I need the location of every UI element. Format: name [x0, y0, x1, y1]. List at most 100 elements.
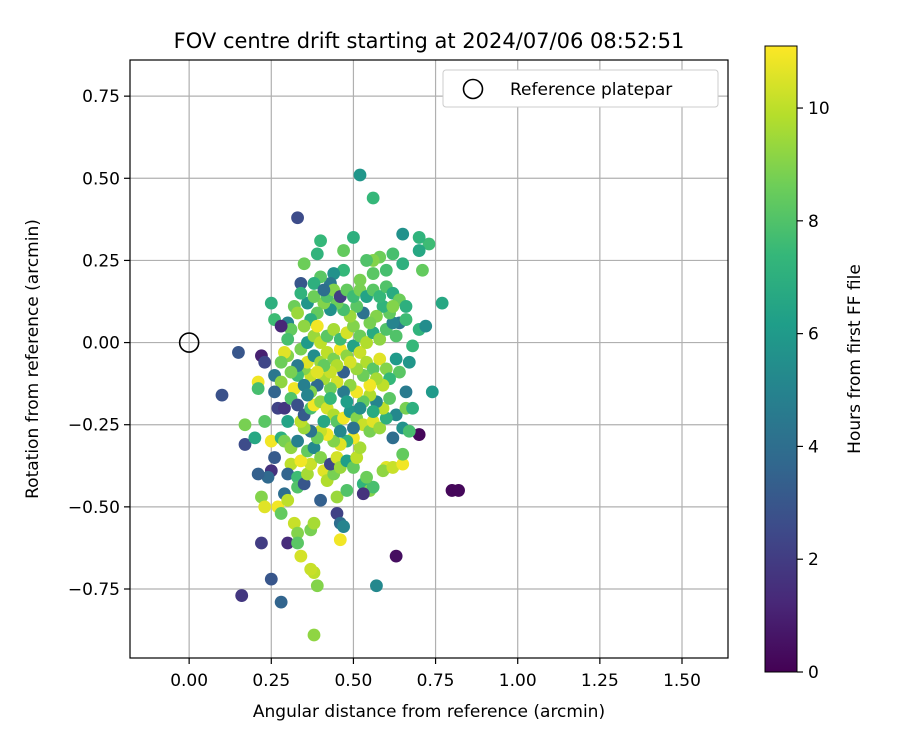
scatter-point: [268, 451, 281, 464]
colorbar-tick-label: 10: [808, 99, 830, 119]
scatter-point: [330, 507, 344, 520]
scatter-point: [402, 424, 416, 438]
scatter-point: [281, 493, 295, 507]
scatter-point: [383, 392, 396, 405]
y-tick-label: −0.50: [68, 498, 120, 518]
scatter-point: [307, 290, 321, 303]
scatter-point: [307, 441, 321, 455]
scatter-point: [278, 401, 291, 415]
scatter-point: [363, 424, 377, 438]
scatter-point: [353, 346, 367, 359]
scatter-point: [258, 415, 272, 428]
scatter-point: [396, 447, 410, 461]
scatter-point: [281, 536, 295, 550]
scatter-point: [350, 300, 364, 313]
scatter-point: [238, 418, 252, 432]
scatter-point: [301, 388, 314, 402]
scatter-point: [287, 516, 301, 530]
scatter-point: [255, 490, 268, 504]
scatter-point: [412, 428, 426, 441]
scatter-point: [399, 300, 413, 313]
scatter-point: [291, 526, 304, 540]
scatter-point: [386, 431, 400, 445]
scatter-point: [419, 319, 433, 333]
scatter-point: [314, 493, 327, 507]
reference-platepar-marker: [178, 332, 200, 353]
scatter-point: [294, 454, 308, 468]
scatter-point: [274, 595, 288, 609]
scatter-point: [297, 319, 311, 333]
scatter-point: [278, 346, 291, 359]
scatter-point: [291, 434, 304, 448]
colorbar-gradient: [764, 45, 798, 673]
scatter-point: [337, 385, 350, 399]
scatter-point: [281, 332, 295, 346]
scatter-point: [238, 438, 252, 451]
y-tick-label: 0.00: [82, 334, 120, 354]
scatter-point: [301, 467, 314, 481]
scatter-point: [324, 392, 337, 405]
colorbar-tick-label: 6: [808, 325, 819, 345]
scatter-point: [314, 234, 327, 248]
scatter-point: [337, 520, 350, 533]
legend-box: [442, 69, 719, 108]
scatter-point: [406, 401, 419, 415]
scatter-point: [337, 244, 350, 257]
scatter-point: [373, 332, 387, 346]
scatter-point: [376, 464, 390, 478]
scatter-point: [291, 211, 304, 225]
scatter-point: [324, 382, 337, 395]
scatter-point: [402, 355, 416, 369]
scatter-point: [379, 362, 393, 376]
scatter-point: [297, 378, 311, 392]
scatter-point: [396, 457, 410, 471]
scatter-point: [291, 398, 304, 412]
scatter-point: [307, 516, 321, 530]
scatter-point: [399, 313, 413, 326]
x-tick-label: 0.25: [252, 671, 290, 691]
scatter-point: [347, 319, 360, 333]
scatter-point: [281, 467, 295, 481]
scatter-point: [347, 421, 360, 435]
scatter-point: [373, 290, 387, 303]
y-axis-ticks: −0.75 −0.50 −0.25 0.00 0.25 0.50 0.75: [68, 87, 130, 600]
scatter-point: [386, 461, 400, 474]
scatter-point: [258, 355, 272, 369]
colorbar-label: Hours from first FF file: [845, 264, 865, 454]
x-tick-label: 1.25: [581, 671, 619, 691]
scatter-point: [366, 191, 380, 205]
scatter-point: [412, 244, 426, 257]
scatter-point: [337, 263, 350, 277]
scatter-point: [396, 227, 410, 241]
data-points: [215, 168, 465, 642]
scatter-point: [340, 484, 354, 497]
scatter-point: [294, 286, 308, 300]
scatter-point: [366, 362, 380, 376]
scatter-point: [373, 352, 387, 366]
scatter-point: [376, 300, 390, 313]
scatter-point: [389, 352, 403, 366]
y-axis-label: Rotation from reference (arcmin): [23, 219, 43, 499]
x-axis-ticks: 0.00 0.25 0.50 0.75 1.00 1.25 1.50: [170, 658, 701, 691]
scatter-point: [425, 385, 439, 399]
scatter-point: [281, 415, 295, 428]
scatter-point: [314, 451, 327, 464]
scatter-point: [363, 316, 377, 330]
scatter-point: [389, 549, 403, 563]
scatter-point: [310, 365, 324, 379]
colorbar-ticks: 0 2 4 6 8 10: [797, 99, 830, 683]
scatter-point: [386, 247, 400, 261]
scatter-point: [307, 628, 321, 642]
scatter-point: [353, 273, 367, 287]
scatter-point: [330, 490, 344, 504]
scatter-point: [264, 434, 278, 448]
scatter-point: [297, 477, 311, 491]
scatter-point: [215, 388, 229, 402]
scatter-point: [412, 231, 426, 244]
scatter-point: [396, 257, 410, 271]
scatter-point: [284, 365, 298, 379]
scatter-point: [360, 470, 373, 484]
scatter-point: [389, 329, 403, 343]
scatter-point: [291, 536, 304, 550]
scatter-point: [356, 487, 370, 501]
